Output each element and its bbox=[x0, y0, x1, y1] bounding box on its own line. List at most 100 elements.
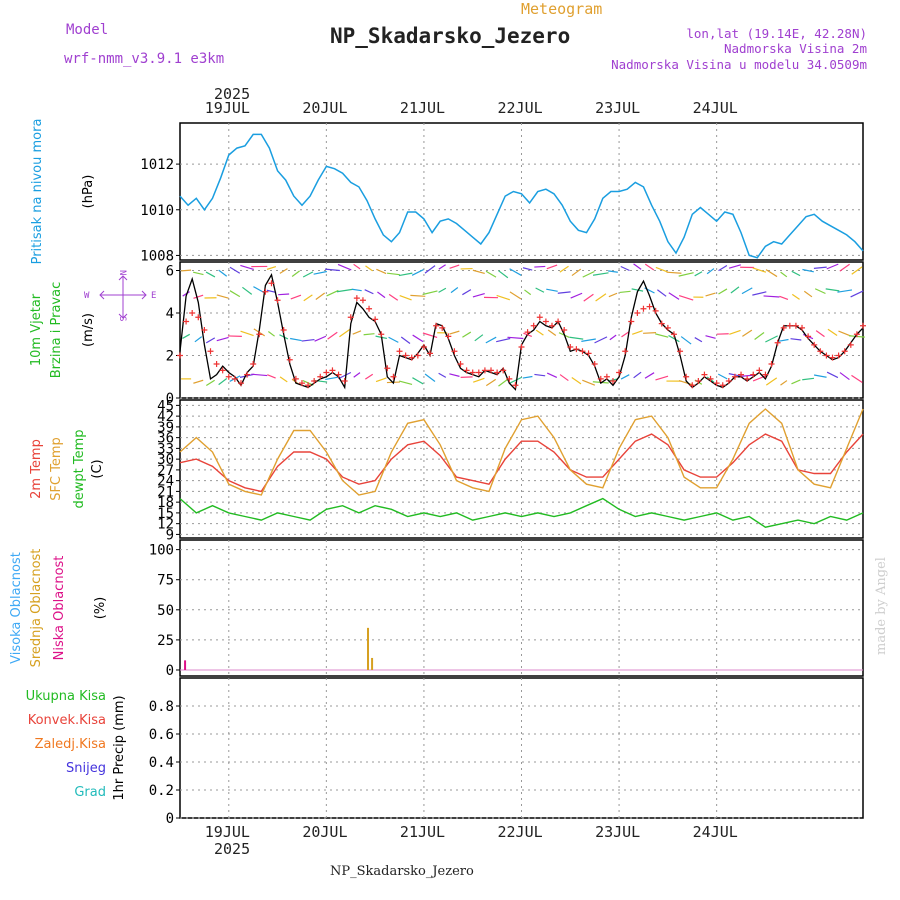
y-tick-label: 0.2 bbox=[149, 783, 174, 799]
y-tick-label: 36 bbox=[157, 431, 174, 447]
wind-arrow bbox=[581, 338, 596, 342]
wind-mark bbox=[573, 346, 580, 353]
wind-mark bbox=[292, 375, 299, 382]
wind-arrow bbox=[608, 292, 618, 298]
wind-arrow bbox=[279, 268, 288, 274]
wind-arrow bbox=[594, 336, 608, 344]
wind-mark bbox=[805, 333, 812, 340]
wind-arrow bbox=[802, 377, 815, 381]
wind-mark bbox=[427, 350, 434, 357]
wind-arrow bbox=[791, 270, 801, 277]
wind-arrow bbox=[571, 268, 582, 277]
wind-arrow bbox=[582, 270, 595, 278]
wind-arrow bbox=[229, 290, 241, 298]
year-bottom: 2025 bbox=[214, 840, 250, 858]
wind-arrow bbox=[339, 328, 351, 338]
compass-w: W bbox=[84, 291, 90, 301]
wind-mark bbox=[670, 331, 677, 338]
wind-mark bbox=[774, 339, 781, 346]
y-tick-label: 0.8 bbox=[149, 699, 174, 715]
wind-arrow bbox=[400, 336, 411, 344]
units-label: 1hr Precip (mm) bbox=[112, 695, 127, 800]
wind-arrow bbox=[182, 333, 191, 339]
y-tick-label: 4 bbox=[166, 306, 174, 322]
wind-mark bbox=[811, 341, 818, 348]
wind-mark bbox=[494, 369, 501, 376]
wind-arrow bbox=[657, 289, 667, 297]
wind-mark bbox=[616, 369, 623, 376]
wind-arrow bbox=[694, 271, 703, 277]
panel-frame bbox=[179, 677, 864, 819]
wind-arrow bbox=[351, 288, 362, 292]
pressure-line bbox=[179, 133, 864, 259]
wind-mark bbox=[567, 344, 574, 350]
wind-mark bbox=[225, 373, 232, 380]
wind-mark bbox=[823, 352, 830, 359]
wind-arrow bbox=[666, 271, 682, 274]
wind-arrow bbox=[825, 288, 840, 292]
day-label-top: 19JUL bbox=[205, 99, 250, 117]
cloud-bar bbox=[184, 660, 187, 670]
wind-mark bbox=[622, 348, 629, 355]
wind-mark bbox=[305, 382, 312, 389]
wind-arrow bbox=[410, 294, 426, 297]
wind-arrow bbox=[498, 270, 509, 279]
wind-arrow bbox=[803, 290, 813, 298]
wind-arrow bbox=[815, 330, 825, 338]
wind-mark bbox=[402, 352, 409, 359]
wind-mark bbox=[725, 378, 732, 384]
wind-arrow bbox=[643, 332, 657, 334]
wind-arrow bbox=[206, 379, 215, 386]
ylabel-line: 2m Temp bbox=[29, 439, 44, 499]
wind-arrow bbox=[438, 264, 446, 270]
wind-arrow bbox=[472, 269, 485, 275]
wind-mark bbox=[744, 375, 751, 382]
wind-mark bbox=[488, 367, 495, 374]
units-label: (m/s) bbox=[81, 313, 96, 347]
wind-arrow bbox=[303, 294, 313, 302]
wind-mark bbox=[177, 352, 183, 359]
wind-arrow bbox=[780, 380, 788, 386]
wind-arrow bbox=[728, 264, 741, 269]
wind-arrow bbox=[814, 288, 826, 295]
wind-arrow bbox=[337, 263, 352, 271]
wind-arrow bbox=[717, 373, 728, 380]
wind-arrow bbox=[813, 266, 827, 269]
wind-mark bbox=[548, 322, 555, 329]
wind-arrow bbox=[534, 265, 546, 268]
wind-mark bbox=[347, 314, 354, 321]
wind-arrow bbox=[266, 266, 277, 270]
wind-arrow bbox=[763, 295, 780, 298]
wind-arrow bbox=[353, 263, 361, 270]
wind-mark bbox=[237, 380, 244, 387]
cloud-bar bbox=[367, 627, 370, 670]
top-day-labels: 19JUL 20JUL 21JUL 22JUL 23JUL 24JUL bbox=[205, 99, 738, 117]
wind-arrow bbox=[424, 265, 436, 274]
wind-arrow bbox=[422, 332, 438, 339]
wind-mark bbox=[591, 361, 598, 367]
wind-arrow bbox=[473, 377, 485, 383]
wind-mark bbox=[439, 324, 446, 331]
wind-arrow bbox=[438, 287, 447, 293]
ylabel-line: SFC Temp bbox=[49, 437, 64, 501]
wind-mark bbox=[353, 295, 360, 302]
wind-mark bbox=[597, 375, 604, 382]
wind-arrow bbox=[559, 265, 569, 273]
wind-mark bbox=[311, 378, 318, 384]
wind-arrow bbox=[837, 289, 853, 293]
wind-mark bbox=[634, 310, 641, 316]
wind-mark bbox=[189, 310, 196, 316]
wind-arrow bbox=[193, 379, 204, 384]
wind-arrow bbox=[462, 289, 472, 296]
wind-arrow bbox=[678, 272, 694, 277]
wind-mark bbox=[664, 324, 671, 331]
wind-arrow bbox=[851, 266, 863, 275]
elevation: Nadmorska Visina 2m bbox=[724, 41, 867, 56]
wind-arrow bbox=[291, 270, 300, 277]
wind-mark bbox=[298, 380, 305, 387]
wind-mark bbox=[372, 316, 379, 323]
wind-mark bbox=[378, 331, 385, 338]
model-label: Model bbox=[66, 22, 108, 38]
wind-arrow bbox=[498, 378, 509, 387]
wind-mark bbox=[677, 348, 684, 355]
